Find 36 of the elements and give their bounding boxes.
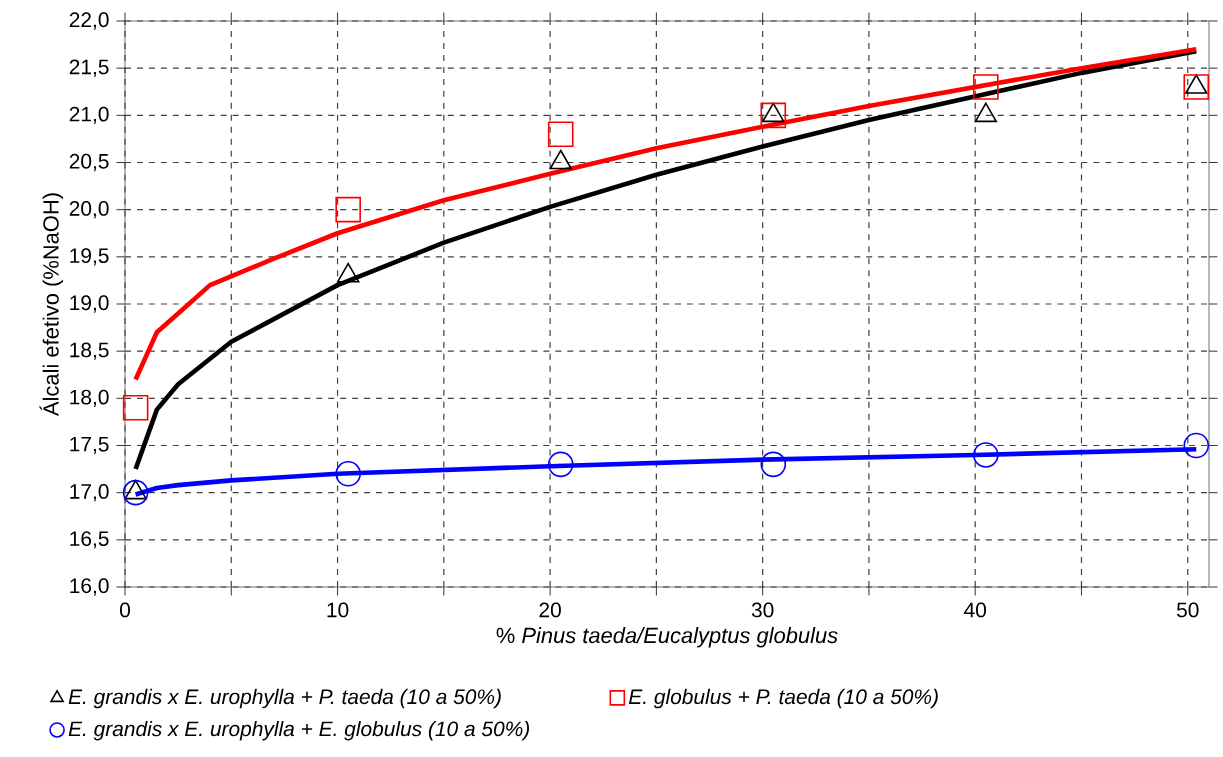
legend-label: E. globulus + P. taeda (10 a 50%) bbox=[628, 688, 938, 709]
point bbox=[335, 461, 361, 487]
x-tick-label: 10 bbox=[327, 602, 349, 618]
x-tick-label: 20 bbox=[539, 602, 561, 618]
y-tick-label: 19,0 bbox=[70, 295, 109, 313]
y-tick-label: 17,0 bbox=[70, 484, 109, 502]
y-tick-label: 21,0 bbox=[69, 106, 109, 124]
point bbox=[547, 121, 574, 147]
y-tick-label: 17,5 bbox=[70, 436, 109, 455]
point bbox=[122, 479, 149, 506]
x-tick-label: 50 bbox=[1176, 602, 1199, 618]
point bbox=[547, 451, 574, 478]
y-tick-label: 21,5 bbox=[69, 59, 109, 77]
point bbox=[1183, 432, 1210, 459]
x-tick-label: 0 bbox=[119, 602, 130, 618]
y-tick-label: 18,5 bbox=[70, 342, 109, 360]
point bbox=[760, 451, 787, 478]
x-tick-label: 40 bbox=[964, 602, 987, 618]
y-tick-label: 19,5 bbox=[70, 248, 109, 266]
legend-label: E. grandis x E. urophylla + E. globulus (10 a 50%) bbox=[68, 720, 530, 741]
x-tick-label: 30 bbox=[751, 602, 774, 618]
point bbox=[973, 74, 999, 100]
y-axis-title: Álcali efetivo (%NaOH) bbox=[39, 193, 64, 417]
point bbox=[122, 394, 149, 421]
y-tick-label: 20,5 bbox=[69, 153, 109, 172]
y-tick-label: 22,0 bbox=[69, 12, 109, 30]
y-tick-label: 20,0 bbox=[69, 201, 109, 219]
point bbox=[760, 102, 787, 129]
legend-label: E. grandis x E. urophylla + P. taeda (10 a 50%) bbox=[68, 688, 501, 709]
x-axis-title: % Pinus taeda/Eucalyptus globulus bbox=[496, 627, 838, 648]
point bbox=[335, 196, 361, 223]
y-tick-label: 18,0 bbox=[70, 389, 109, 407]
y-tick-label: 16,0 bbox=[70, 578, 109, 596]
point bbox=[973, 442, 999, 468]
point bbox=[1183, 74, 1210, 100]
y-tick-label: 16,5 bbox=[70, 531, 109, 549]
